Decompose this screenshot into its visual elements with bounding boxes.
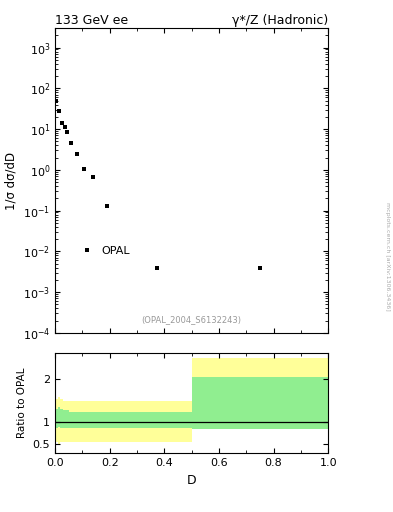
OPAL (59, 120, 64, 126)
Text: 133 GeV ee: 133 GeV ee (55, 14, 128, 27)
X-axis label: D: D (187, 474, 196, 486)
Line: OPAL: OPAL (54, 98, 262, 270)
Y-axis label: 1/σ dσ/dD: 1/σ dσ/dD (4, 152, 17, 209)
OPAL (69, 140, 74, 146)
OPAL (257, 265, 262, 271)
OPAL (57, 108, 61, 114)
OPAL (81, 166, 86, 172)
OPAL (105, 203, 109, 209)
Text: mcplots.cern.ch [arXiv:1306.3436]: mcplots.cern.ch [arXiv:1306.3436] (385, 202, 389, 310)
OPAL (62, 124, 67, 131)
OPAL (54, 97, 59, 103)
OPAL (155, 265, 160, 271)
OPAL (75, 151, 79, 157)
Text: (OPAL_2004_S6132243): (OPAL_2004_S6132243) (141, 315, 242, 324)
Text: γ*/Z (Hadronic): γ*/Z (Hadronic) (232, 14, 328, 27)
OPAL (65, 129, 70, 135)
Y-axis label: Ratio to OPAL: Ratio to OPAL (17, 368, 27, 438)
Legend: OPAL: OPAL (77, 241, 134, 260)
OPAL (91, 175, 95, 181)
